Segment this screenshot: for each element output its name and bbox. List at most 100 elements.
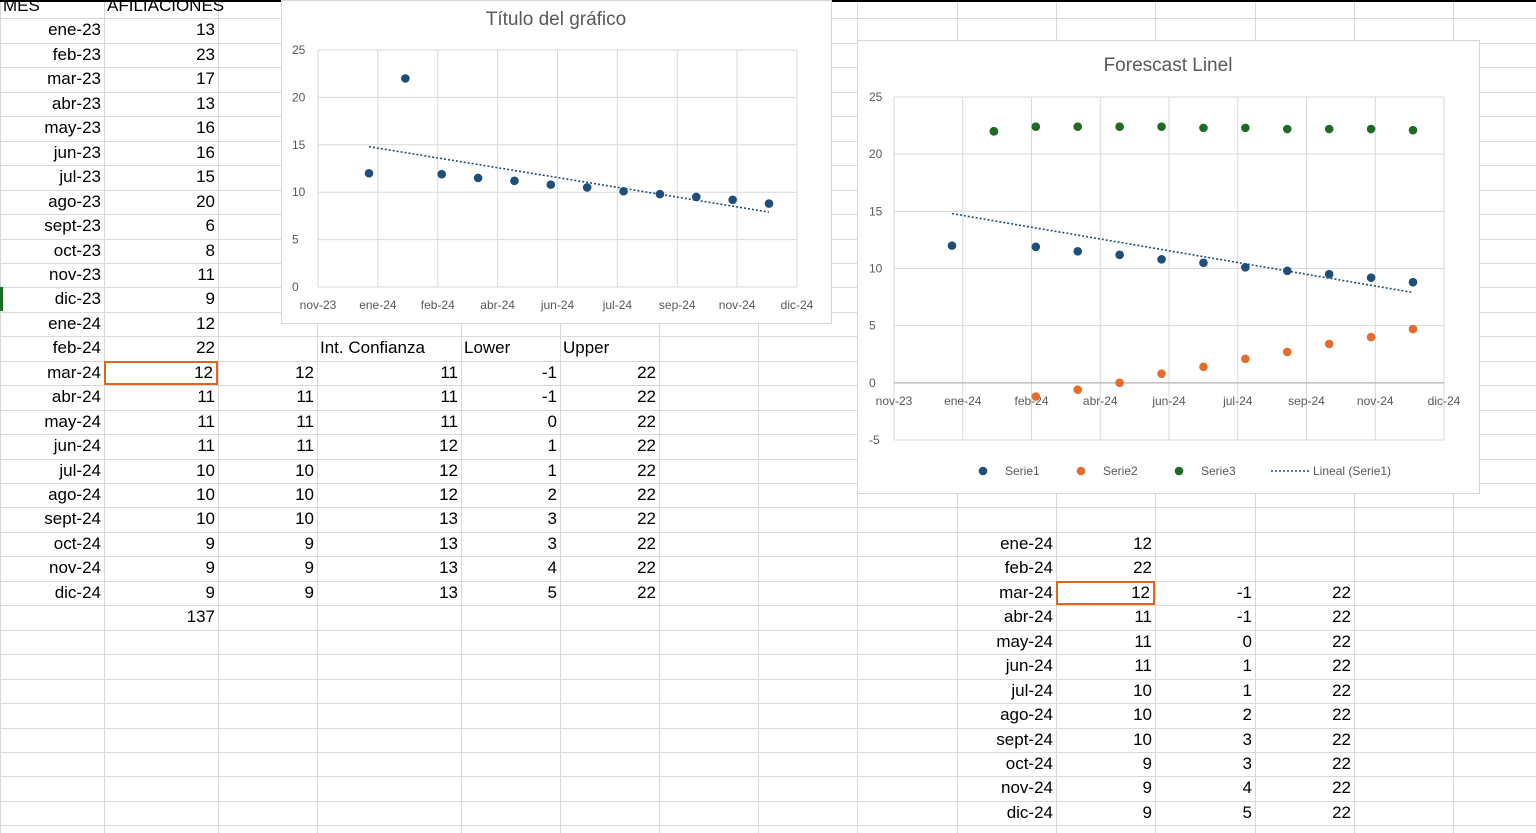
header-mes[interactable]: MES xyxy=(3,0,40,15)
cell-lower-right[interactable]: 3 xyxy=(1242,730,1252,749)
header-int-confianza[interactable]: Int. Confianza xyxy=(320,338,425,357)
cell-mes-right[interactable]: jul-24 xyxy=(1011,681,1053,700)
cell-value-right[interactable]: 9 xyxy=(1142,754,1152,773)
cell-forecast[interactable]: 22 xyxy=(637,412,656,431)
cell-mes[interactable]: jun-24 xyxy=(53,436,101,455)
cell-value-right[interactable]: 9 xyxy=(1142,778,1152,797)
cell-forecast[interactable]: 10 xyxy=(295,485,314,504)
cell-forecast[interactable]: 22 xyxy=(637,436,656,455)
cell-afiliaciones[interactable]: 11 xyxy=(197,436,215,455)
cell-mes[interactable]: may-24 xyxy=(44,412,101,431)
cell-mes[interactable]: nov-24 xyxy=(49,558,101,577)
cell-afiliaciones[interactable]: 16 xyxy=(196,143,215,162)
cell-afiliaciones[interactable]: 9 xyxy=(205,289,215,308)
cell-mes[interactable]: abr-23 xyxy=(51,94,101,113)
cell-afiliaciones[interactable]: 10 xyxy=(196,485,215,504)
cell-forecast[interactable]: 9 xyxy=(304,558,314,577)
cell-afiliaciones[interactable]: 13 xyxy=(196,20,215,39)
cell-lower-right[interactable]: 2 xyxy=(1242,705,1252,724)
cell-afiliaciones[interactable]: 20 xyxy=(196,192,215,211)
cell-mes[interactable]: jun-23 xyxy=(53,143,101,162)
cell-mes[interactable]: nov-23 xyxy=(49,265,101,284)
cell-afiliaciones[interactable]: 6 xyxy=(205,216,215,235)
header-afiliaciones[interactable]: AFILIACIONES xyxy=(107,0,225,15)
cell-mes[interactable]: ene-24 xyxy=(48,314,101,333)
cell-forecast[interactable]: 22 xyxy=(637,583,656,602)
cell-value-right[interactable]: 22 xyxy=(1133,558,1152,577)
cell-afiliaciones[interactable]: 15 xyxy=(196,167,215,186)
cell-lower-right[interactable]: 4 xyxy=(1242,778,1252,797)
cell-value-right[interactable]: 10 xyxy=(1133,681,1152,700)
cell-forecast[interactable]: 11 xyxy=(440,412,458,431)
cell-afiliaciones[interactable]: 11 xyxy=(197,412,215,431)
cell-mes-right[interactable]: may-24 xyxy=(996,632,1053,651)
cell-afiliaciones[interactable]: 12 xyxy=(196,314,215,333)
cell-mes[interactable]: ago-23 xyxy=(48,192,101,211)
cell-value-right[interactable]: 9 xyxy=(1142,803,1152,822)
cell-afiliaciones[interactable]: 17 xyxy=(196,69,215,88)
cell-forecast[interactable]: 11 xyxy=(440,363,458,382)
cell-forecast[interactable]: 11 xyxy=(296,412,314,431)
chart-forescast-linel[interactable]: Forescast Linel -5 0 5 10 15 20 25 nov-23 ene-24 f… xyxy=(857,40,1480,494)
cell-afiliaciones[interactable]: 16 xyxy=(196,118,215,137)
cell-forecast[interactable]: -1 xyxy=(541,387,557,406)
cell-afiliaciones[interactable]: 9 xyxy=(205,583,215,602)
cell-mes[interactable]: may-23 xyxy=(44,118,101,137)
cell-total[interactable]: 137 xyxy=(186,607,215,626)
cell-mes[interactable]: sept-23 xyxy=(44,216,101,235)
cell-forecast[interactable]: 22 xyxy=(637,387,656,406)
cell-value-right[interactable]: 11 xyxy=(1134,632,1152,651)
cell-forecast[interactable]: 3 xyxy=(547,534,557,553)
cell-mes-right[interactable]: nov-24 xyxy=(1001,778,1053,797)
cell-forecast[interactable]: 13 xyxy=(439,583,458,602)
cell-afiliaciones[interactable]: 8 xyxy=(205,241,215,260)
cell-forecast[interactable]: -1 xyxy=(541,363,557,382)
cell-mes[interactable]: mar-24 xyxy=(47,363,101,382)
cell-upper-right[interactable]: 22 xyxy=(1332,656,1351,675)
cell-forecast[interactable]: 11 xyxy=(440,387,458,406)
cell-lower-right[interactable]: 1 xyxy=(1242,681,1252,700)
cell-afiliaciones[interactable]: 22 xyxy=(196,338,215,357)
cell-afiliaciones[interactable]: 10 xyxy=(196,461,215,480)
cell-afiliaciones[interactable]: 10 xyxy=(196,509,215,528)
cell-upper-right[interactable]: 22 xyxy=(1332,583,1351,602)
cell-forecast[interactable]: 12 xyxy=(295,363,314,382)
cell-forecast[interactable]: 5 xyxy=(547,583,557,602)
cell-forecast[interactable]: 12 xyxy=(439,436,458,455)
cell-mes-right[interactable]: mar-24 xyxy=(999,583,1053,602)
cell-value-right[interactable]: 11 xyxy=(1134,607,1152,626)
cell-mes[interactable]: oct-23 xyxy=(53,241,101,260)
header-upper[interactable]: Upper xyxy=(563,338,610,357)
chart-titulo-del-grafico[interactable]: Título del gráfico 0 5 10 15 20 25 nov-23 ene-24… xyxy=(281,0,832,324)
cell-mes[interactable]: jul-24 xyxy=(59,461,101,480)
cell-mes[interactable]: oct-24 xyxy=(53,534,101,553)
cell-forecast[interactable]: 13 xyxy=(439,509,458,528)
cell-mes-right[interactable]: abr-24 xyxy=(1003,607,1053,626)
cell-forecast[interactable]: 1 xyxy=(547,436,557,455)
cell-forecast[interactable]: 12 xyxy=(439,485,458,504)
cell-lower-right[interactable]: 0 xyxy=(1242,632,1252,651)
cell-mes-right[interactable]: sept-24 xyxy=(996,730,1053,749)
cell-lower-right[interactable]: 1 xyxy=(1242,656,1252,675)
cell-forecast[interactable]: 9 xyxy=(304,534,314,553)
cell-mes[interactable]: feb-24 xyxy=(52,338,101,357)
cell-mes-right[interactable]: ene-24 xyxy=(1000,534,1053,553)
cell-afiliaciones[interactable]: 13 xyxy=(196,94,215,113)
cell-forecast[interactable]: 10 xyxy=(295,509,314,528)
cell-forecast[interactable]: 22 xyxy=(637,461,656,480)
cell-value-right[interactable]: 11 xyxy=(1134,656,1152,675)
cell-forecast[interactable]: 12 xyxy=(439,461,458,480)
cell-value-right[interactable]: 10 xyxy=(1133,730,1152,749)
cell-mes-right[interactable]: ago-24 xyxy=(1000,705,1053,724)
cell-upper-right[interactable]: 22 xyxy=(1332,778,1351,797)
cell-forecast[interactable]: 9 xyxy=(304,583,314,602)
cell-forecast[interactable]: 22 xyxy=(637,534,656,553)
cell-forecast[interactable]: 11 xyxy=(296,387,314,406)
cell-mes[interactable]: ene-23 xyxy=(48,20,101,39)
cell-afiliaciones[interactable]: 9 xyxy=(205,534,215,553)
cell-forecast[interactable]: 22 xyxy=(637,485,656,504)
cell-forecast[interactable]: 3 xyxy=(547,509,557,528)
cell-value-right[interactable]: 12 xyxy=(1133,534,1152,553)
cell-forecast[interactable]: 13 xyxy=(439,558,458,577)
cell-upper-right[interactable]: 22 xyxy=(1332,754,1351,773)
